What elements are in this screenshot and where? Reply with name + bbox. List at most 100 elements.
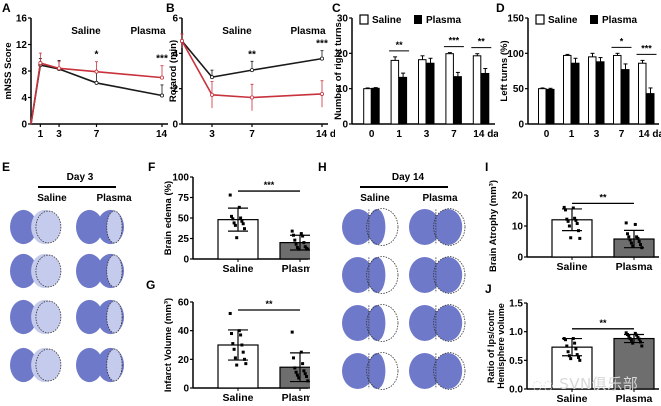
panel-label-i: I xyxy=(485,160,489,174)
chart-hemisphere-ratio: 0.0 0.5 1.0 1.5 Ratio of Ips/contr Hemisphere… xyxy=(486,299,659,405)
data-point xyxy=(243,357,246,361)
x-tick-label: 3 xyxy=(594,129,600,140)
data-point xyxy=(293,366,297,370)
brain-section xyxy=(409,208,466,246)
data-point xyxy=(233,223,237,227)
significance-marker: ** xyxy=(248,49,256,60)
data-point xyxy=(624,331,628,335)
legend-swatch-plasma xyxy=(590,15,598,24)
data-point xyxy=(231,217,235,221)
y-tick-label: 25 xyxy=(178,234,190,245)
legend-saline: Saline xyxy=(71,26,101,37)
bar-plasma xyxy=(596,61,605,125)
data-point xyxy=(633,331,637,335)
y-tick-label: 20 xyxy=(337,49,349,60)
y-tick-label: 20 xyxy=(178,355,190,366)
lesion-outline xyxy=(106,300,123,334)
x-tick-label: 14 day xyxy=(473,129,498,140)
data-point xyxy=(210,92,215,97)
legend-swatch-saline xyxy=(535,14,545,25)
data-point xyxy=(235,236,239,240)
legend-saline: Saline xyxy=(372,15,402,26)
y-tick-label: 150 xyxy=(507,14,524,25)
data-point xyxy=(569,236,573,240)
data-point xyxy=(301,362,305,366)
data-point xyxy=(635,235,639,239)
data-point xyxy=(575,222,579,226)
brain-section-grid-day3 xyxy=(10,209,124,383)
contralateral-outline xyxy=(366,352,399,390)
bar-plasma xyxy=(480,72,490,125)
y-tick-label: 1.5 xyxy=(509,299,523,310)
significance-marker: *** xyxy=(449,36,460,46)
bar-saline xyxy=(588,56,597,125)
data-point xyxy=(631,341,635,345)
bar-plasma xyxy=(426,62,435,125)
brain-section xyxy=(409,304,466,342)
y-tick-label: 4 xyxy=(172,49,178,60)
y-tick-label: 8 xyxy=(21,67,27,78)
data-point xyxy=(38,61,43,66)
data-point xyxy=(302,369,306,373)
data-point xyxy=(636,335,640,339)
data-point xyxy=(319,56,324,61)
y-tick-label: 40 xyxy=(178,326,190,337)
significance-marker: * xyxy=(620,36,624,46)
panel-e-divider xyxy=(38,186,116,188)
data-point xyxy=(578,236,582,240)
y-tick-label: 10 xyxy=(337,84,349,95)
contralateral-outline xyxy=(433,256,466,294)
brain-hemisphere-left xyxy=(76,299,103,335)
data-point xyxy=(628,337,632,341)
bar-plasma xyxy=(621,69,630,125)
y-tick-label: 2 xyxy=(172,84,178,95)
data-point xyxy=(578,358,582,362)
brain-hemisphere-left xyxy=(342,353,374,389)
bar-plasma xyxy=(546,88,555,125)
brain-section xyxy=(10,253,62,289)
y-axis-label: Left turns (%) xyxy=(499,40,510,101)
y-axis-label: mNSS Score xyxy=(3,42,14,99)
brain-section xyxy=(409,352,466,390)
data-point xyxy=(292,356,295,360)
data-point xyxy=(565,344,569,348)
series-line-saline xyxy=(181,40,323,79)
y-tick-label: 30 xyxy=(337,14,349,25)
significance-marker: *** xyxy=(264,180,275,190)
contralateral-outline xyxy=(366,256,399,294)
bar-plasma xyxy=(571,62,580,125)
bar-plasma xyxy=(371,87,380,125)
y-tick-label: 0 xyxy=(517,253,523,264)
x-tick-label: 1 xyxy=(396,129,402,140)
panel-label-e: E xyxy=(2,160,11,174)
chart-infarct-volume: 0 20 40 60 Infarct Volume (mm³) Saline Plasma *… xyxy=(163,298,310,404)
data-point xyxy=(210,75,215,80)
data-point xyxy=(573,216,577,220)
brain-hemisphere-left xyxy=(409,257,441,293)
data-point xyxy=(228,193,232,197)
data-point xyxy=(633,222,637,226)
brain-hemisphere-left xyxy=(76,209,103,245)
y-tick-label: 16 xyxy=(16,14,28,25)
y-tick-label: 100 xyxy=(507,49,524,60)
panel-h-divider xyxy=(360,186,448,188)
data-point xyxy=(297,376,301,380)
contralateral-outline xyxy=(366,304,399,342)
data-point xyxy=(159,75,164,80)
panel-label-c: C xyxy=(332,1,341,15)
brain-hemisphere-left xyxy=(342,257,374,293)
y-axis-label: Rotarod (min) xyxy=(168,40,179,102)
data-point xyxy=(577,355,580,359)
data-point xyxy=(635,333,639,337)
y-tick-label: 60 xyxy=(178,298,190,309)
x-tick-label: 14 day xyxy=(156,129,170,140)
brain-hemisphere-left xyxy=(342,305,374,341)
lesion-outline xyxy=(35,300,62,334)
data-point xyxy=(295,246,299,250)
x-tick-label: Saline xyxy=(223,392,254,404)
y-axis-label: Hemisphere volume xyxy=(496,303,506,389)
data-point xyxy=(237,329,241,333)
x-tick-label: 0 xyxy=(369,129,375,140)
